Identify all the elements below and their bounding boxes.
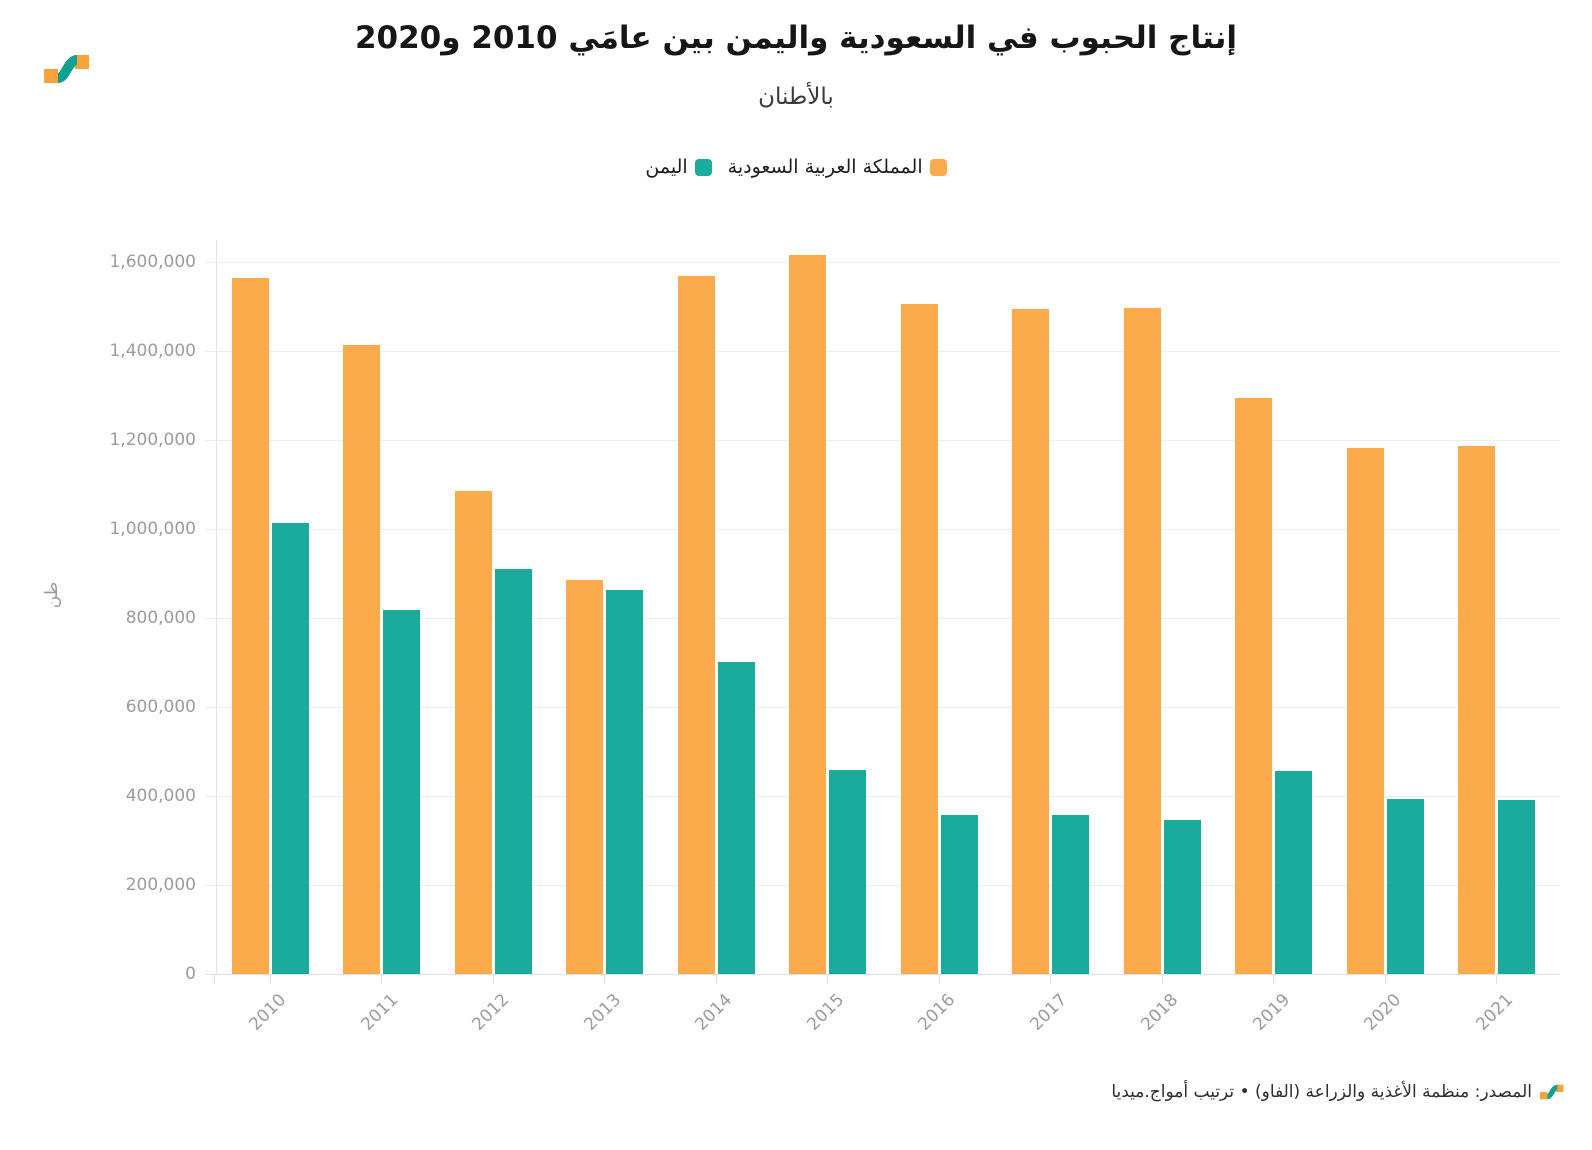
bar-saudi-2014 <box>677 276 715 974</box>
y-axis-line <box>216 240 217 974</box>
bar-saudi-2018 <box>1123 308 1161 974</box>
source-line: المصدر: منظمة الأغذية والزراعة (الفاو) •… <box>1111 1082 1532 1102</box>
y-tick-label-800000: 800,000 <box>125 608 196 628</box>
x-tick-2019 <box>1273 974 1274 984</box>
y-tick-label-200000: 200,000 <box>125 875 196 895</box>
bar-yemen-2014 <box>717 662 755 974</box>
bar-yemen-2020 <box>1386 799 1424 974</box>
y-tick-label-600000: 600,000 <box>125 697 196 717</box>
chart-title: إنتاج الحبوب في السعودية واليمن بين عامَ… <box>354 20 1238 56</box>
x-tick-label-2015: 2015 <box>802 990 848 1035</box>
logo-square-left <box>44 69 58 83</box>
y-tick-label-0: 0 <box>185 964 196 984</box>
logo-square-right <box>75 55 89 69</box>
x-tick-label-2013: 2013 <box>579 990 625 1035</box>
bar-saudi-2010 <box>231 278 269 974</box>
legend-swatch-saudi-arabia <box>929 158 947 176</box>
bar-saudi-2020 <box>1346 448 1384 974</box>
x-tick-2016 <box>938 974 940 984</box>
y-tick-label-1400000: 1,400,000 <box>109 341 196 361</box>
x-tick-label-2010: 2010 <box>245 990 291 1035</box>
x-tick-label-2014: 2014 <box>691 990 737 1035</box>
bar-yemen-2021 <box>1498 800 1535 974</box>
bar-saudi-2011 <box>343 345 380 974</box>
logo-swoosh <box>56 55 79 83</box>
x-tick-2010 <box>269 974 271 984</box>
x-tick-2014 <box>715 974 717 984</box>
y-tick-label-1000000: 1,000,000 <box>109 519 196 539</box>
chart-subtitle: بالأطنان <box>758 84 834 110</box>
gridline-200000 <box>205 884 1560 886</box>
amwaj-media-mini-logo-icon <box>1540 1084 1564 1100</box>
x-tick-label-2016: 2016 <box>914 990 960 1035</box>
gridline-1200000 <box>205 439 1560 441</box>
gridline-0 <box>205 973 1560 975</box>
bar-yemen-2019 <box>1275 771 1312 974</box>
x-tick-label-2018: 2018 <box>1137 990 1183 1035</box>
bar-saudi-2016 <box>900 304 938 974</box>
x-tick-label-2021: 2021 <box>1471 990 1517 1035</box>
x-tick-2011 <box>381 974 382 984</box>
bar-saudi-2021 <box>1458 446 1495 974</box>
bar-yemen-2010 <box>271 523 309 974</box>
x-tick-2020 <box>1384 974 1386 984</box>
legend-swatch-yemen <box>694 158 712 176</box>
legend-item-yemen: اليمن <box>645 156 712 178</box>
bar-saudi-2015 <box>789 255 826 974</box>
x-tick-label-2017: 2017 <box>1025 990 1071 1035</box>
bar-saudi-2012 <box>454 491 492 974</box>
x-tick-2018 <box>1161 974 1163 984</box>
bar-yemen-2011 <box>383 610 420 974</box>
legend-label-saudi-arabia: المملكة العربية السعودية <box>727 156 923 178</box>
amwaj-media-logo-icon <box>44 55 89 83</box>
x-tick-2012 <box>492 974 494 984</box>
x-tick-axis-origin <box>213 974 215 984</box>
gridline-400000 <box>205 795 1560 797</box>
gridline-800000 <box>205 617 1560 619</box>
plot-area <box>213 255 1560 974</box>
x-tick-label-2012: 2012 <box>468 990 514 1035</box>
legend: المملكة العربية السعودية اليمن <box>0 156 1592 178</box>
bar-saudi-2013 <box>566 580 603 974</box>
gridline-1000000 <box>205 528 1560 530</box>
footer: المصدر: منظمة الأغذية والزراعة (الفاو) •… <box>1111 1082 1564 1102</box>
bar-saudi-2019 <box>1235 398 1272 974</box>
x-tick-2021 <box>1496 974 1497 984</box>
x-tick-2013 <box>604 974 605 984</box>
legend-label-yemen: اليمن <box>645 156 688 178</box>
x-tick-2015 <box>827 974 828 984</box>
y-tick-label-1200000: 1,200,000 <box>109 430 196 450</box>
y-tick-label-1600000: 1,600,000 <box>109 252 196 272</box>
bar-saudi-2017 <box>1012 309 1049 974</box>
bar-yemen-2012 <box>494 569 532 974</box>
gridline-1400000 <box>205 350 1560 352</box>
bar-yemen-2013 <box>606 590 643 974</box>
bar-yemen-2017 <box>1052 815 1089 974</box>
bar-yemen-2016 <box>940 815 978 974</box>
x-tick-2017 <box>1050 974 1051 984</box>
gridline-600000 <box>205 706 1560 708</box>
bar-yemen-2015 <box>829 770 866 974</box>
legend-item-saudi-arabia: المملكة العربية السعودية <box>728 156 947 178</box>
y-tick-label-400000: 400,000 <box>125 786 196 806</box>
x-tick-label-2020: 2020 <box>1360 990 1406 1035</box>
gridline-1600000 <box>205 261 1560 263</box>
x-tick-label-2019: 2019 <box>1248 990 1294 1035</box>
x-tick-label-2011: 2011 <box>356 990 402 1035</box>
bar-yemen-2018 <box>1163 820 1201 974</box>
